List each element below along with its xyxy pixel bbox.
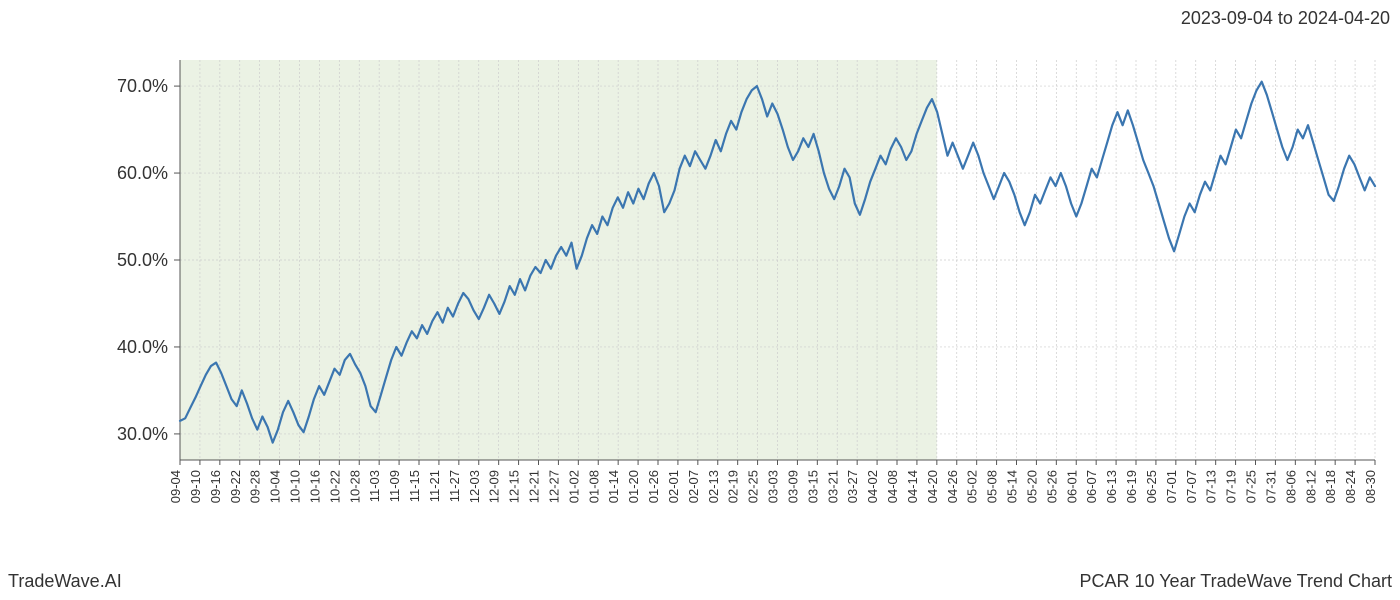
- x-tick-label: 10-04: [268, 470, 283, 503]
- x-tick-label: 10-10: [288, 470, 303, 503]
- x-tick-label: 05-14: [1005, 470, 1020, 503]
- x-tick-label: 04-20: [925, 470, 940, 503]
- x-tick-label: 09-10: [188, 470, 203, 503]
- x-tick-label: 11-21: [427, 470, 442, 502]
- x-tick-label: 11-09: [387, 470, 402, 502]
- trend-chart: 30.0% 40.0% 50.0% 60.0% 70.0% 09-04 09-10 09-16…: [0, 40, 1400, 550]
- x-tick-label: 12-21: [527, 470, 542, 503]
- x-tick-label: 07-19: [1224, 470, 1239, 503]
- x-tick-label: 06-13: [1104, 470, 1119, 503]
- x-tick-label: 08-06: [1283, 470, 1298, 503]
- x-tick-label: 07-31: [1263, 470, 1278, 503]
- chart-title: PCAR 10 Year TradeWave Trend Chart: [1080, 571, 1393, 592]
- x-tick-label: 07-13: [1204, 470, 1219, 503]
- x-tick-label: 10-22: [327, 470, 342, 503]
- x-tick-label: 03-09: [785, 470, 800, 503]
- y-tick-label: 50.0%: [117, 250, 168, 270]
- x-tick-label: 10-16: [307, 470, 322, 503]
- y-tick-label: 70.0%: [117, 76, 168, 96]
- x-tick-label: 09-22: [228, 470, 243, 503]
- y-tick-label: 40.0%: [117, 337, 168, 357]
- x-tick-label: 05-26: [1044, 470, 1059, 503]
- x-tick-label: 03-27: [845, 470, 860, 503]
- x-tick-label: 12-03: [467, 470, 482, 503]
- x-tick-label: 08-18: [1323, 470, 1338, 503]
- x-tick-label: 11-15: [407, 470, 422, 502]
- x-tick-label: 11-27: [447, 470, 462, 502]
- x-tick-label: 06-01: [1064, 470, 1079, 503]
- x-tick-label: 04-14: [905, 470, 920, 503]
- x-tick-label: 12-15: [507, 470, 522, 503]
- x-tick-label: 01-20: [626, 470, 641, 503]
- x-tick-label: 02-25: [746, 470, 761, 503]
- x-tick-label: 02-19: [726, 470, 741, 503]
- x-tick-label: 05-08: [985, 470, 1000, 503]
- x-tick-label: 01-02: [566, 470, 581, 503]
- x-tick-label: 12-09: [487, 470, 502, 503]
- x-tick-label: 12-27: [546, 470, 561, 503]
- x-tick-label: 03-03: [766, 470, 781, 503]
- x-tick-label: 02-13: [706, 470, 721, 503]
- x-tick-label: 11-03: [367, 470, 382, 502]
- brand-label: TradeWave.AI: [8, 571, 122, 592]
- x-tick-label: 05-20: [1024, 470, 1039, 503]
- x-tick-label: 04-08: [885, 470, 900, 503]
- x-tick-label: 02-07: [686, 470, 701, 503]
- x-tick-label: 06-25: [1144, 470, 1159, 503]
- x-tick-label: 06-07: [1084, 470, 1099, 503]
- x-tick-label: 01-26: [646, 470, 661, 503]
- x-tick-label: 03-15: [805, 470, 820, 503]
- x-tick-label: 09-16: [208, 470, 223, 503]
- x-tick-label: 07-07: [1184, 470, 1199, 503]
- x-tick-label: 04-26: [945, 470, 960, 503]
- x-tick-label: 01-14: [606, 470, 621, 503]
- y-tick-label: 30.0%: [117, 424, 168, 444]
- x-tick-label: 10-28: [347, 470, 362, 503]
- x-tick-label: 04-02: [865, 470, 880, 503]
- x-tick-label: 09-04: [168, 470, 183, 503]
- x-tick-label: 08-30: [1363, 470, 1378, 503]
- x-tick-label: 01-08: [586, 470, 601, 503]
- x-tick-label: 06-19: [1124, 470, 1139, 503]
- x-tick-label: 03-21: [825, 470, 840, 503]
- y-tick-label: 60.0%: [117, 163, 168, 183]
- x-tick-label: 07-01: [1164, 470, 1179, 503]
- x-tick-label: 08-24: [1343, 470, 1358, 503]
- x-tick-label: 09-28: [248, 470, 263, 503]
- date-range-label: 2023-09-04 to 2024-04-20: [1181, 8, 1390, 29]
- x-tick-label: 02-01: [666, 470, 681, 503]
- x-tick-label: 08-12: [1303, 470, 1318, 503]
- x-tick-label: 07-25: [1244, 470, 1259, 503]
- x-tick-label: 05-02: [965, 470, 980, 503]
